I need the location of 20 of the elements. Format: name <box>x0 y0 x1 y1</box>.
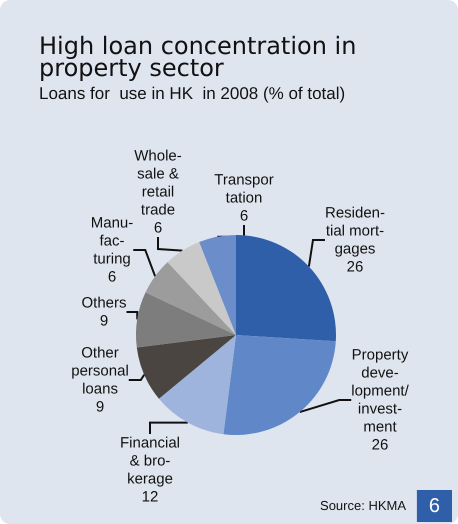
slice-label: Manu- fac- turing <box>90 214 134 268</box>
data-label: 12 <box>142 488 158 506</box>
slice-label: Property deve- lopment/ invest- ment <box>351 346 410 436</box>
data-label: 6 <box>240 208 248 224</box>
slice-label: Other personal loans <box>71 344 129 398</box>
chart-title: High loan concentration in property sector <box>39 32 356 82</box>
data-label: 6 <box>108 268 116 286</box>
slice-label: Others <box>81 294 127 312</box>
source-note: Source: HKMA <box>320 498 406 513</box>
slice-label: Whole- sale & retail trade <box>134 148 182 218</box>
slice-label: Transpor tation <box>214 172 274 206</box>
data-label: 26 <box>346 258 364 276</box>
slice-label: Residen- tial mort- gages <box>324 204 386 258</box>
data-label: 6 <box>154 220 162 236</box>
chart-subtitle: Loans for use in HK in 2008 (% of total) <box>39 84 346 103</box>
text: 6 <box>428 495 440 517</box>
data-label: 9 <box>100 312 108 330</box>
data-label: 9 <box>96 398 104 416</box>
slice-label: Financial & bro- kerage <box>120 434 180 488</box>
data-label: 26 <box>372 436 388 454</box>
